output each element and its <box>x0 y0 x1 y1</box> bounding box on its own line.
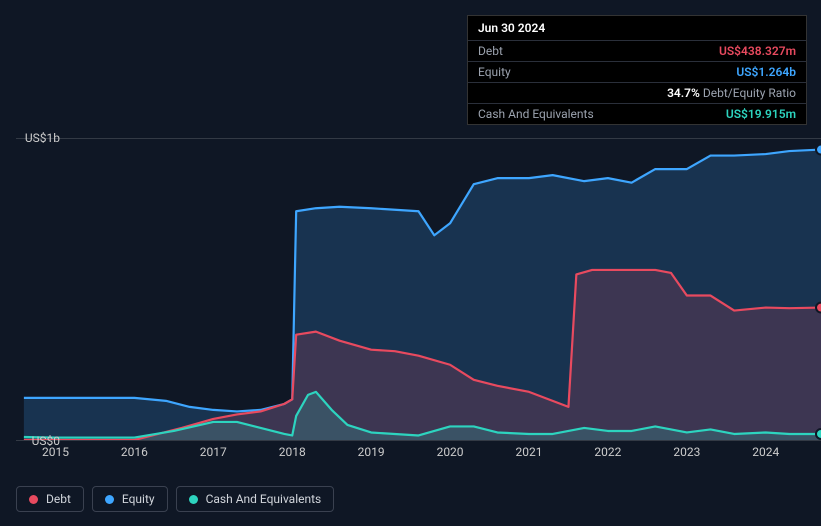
x-axis-label: 2020 <box>437 445 464 459</box>
x-axis-label: 2022 <box>594 445 621 459</box>
end-marker-Equity <box>816 145 821 155</box>
legend-item-cash-and-equivalents[interactable]: Cash And Equivalents <box>176 486 335 512</box>
legend-item-debt[interactable]: Debt <box>16 486 84 512</box>
x-axis-label: 2018 <box>279 445 306 459</box>
tooltip-value: US$438.327m <box>719 44 796 58</box>
y-axis-label: US$0 <box>16 434 66 448</box>
x-axis-label: 2021 <box>515 445 542 459</box>
tooltip-row: Debt US$438.327m <box>468 40 806 61</box>
chart-legend: Debt Equity Cash And Equivalents <box>16 486 334 512</box>
plot-area <box>16 138 821 441</box>
x-axis-label: 2023 <box>673 445 700 459</box>
x-axis: 2015201620172018201920202021202220232024 <box>16 445 821 461</box>
end-marker-Debt <box>816 303 821 313</box>
legend-label: Debt <box>46 492 71 506</box>
legend-item-equity[interactable]: Equity <box>92 486 168 512</box>
tooltip-value: 34.7% Debt/Equity Ratio <box>667 86 796 100</box>
chart-tooltip: Jun 30 2024 Debt US$438.327m Equity US$1.26… <box>467 15 807 125</box>
x-axis-label: 2016 <box>121 445 148 459</box>
tooltip-row: Cash And Equivalents US$19.915m <box>468 103 806 124</box>
legend-dot <box>29 495 38 504</box>
legend-label: Cash And Equivalents <box>206 492 322 506</box>
legend-dot <box>105 495 114 504</box>
tooltip-label: Cash And Equivalents <box>478 107 594 121</box>
financials-chart: 2015201620172018201920202021202220232024… <box>16 128 821 476</box>
tooltip-label: Equity <box>478 65 511 79</box>
y-axis-label: US$1b <box>16 131 66 145</box>
tooltip-label: Debt <box>478 44 503 58</box>
tooltip-date: Jun 30 2024 <box>468 16 806 40</box>
tooltip-value: US$1.264b <box>736 65 796 79</box>
end-marker-Cash And Equivalents <box>816 429 821 439</box>
x-axis-label: 2019 <box>358 445 385 459</box>
tooltip-row: Equity US$1.264b <box>468 61 806 82</box>
x-axis-label: 2024 <box>752 445 779 459</box>
x-axis-label: 2017 <box>200 445 227 459</box>
legend-dot <box>189 495 198 504</box>
legend-label: Equity <box>122 492 155 506</box>
tooltip-row: 34.7% Debt/Equity Ratio <box>468 82 806 103</box>
tooltip-value: US$19.915m <box>726 107 796 121</box>
